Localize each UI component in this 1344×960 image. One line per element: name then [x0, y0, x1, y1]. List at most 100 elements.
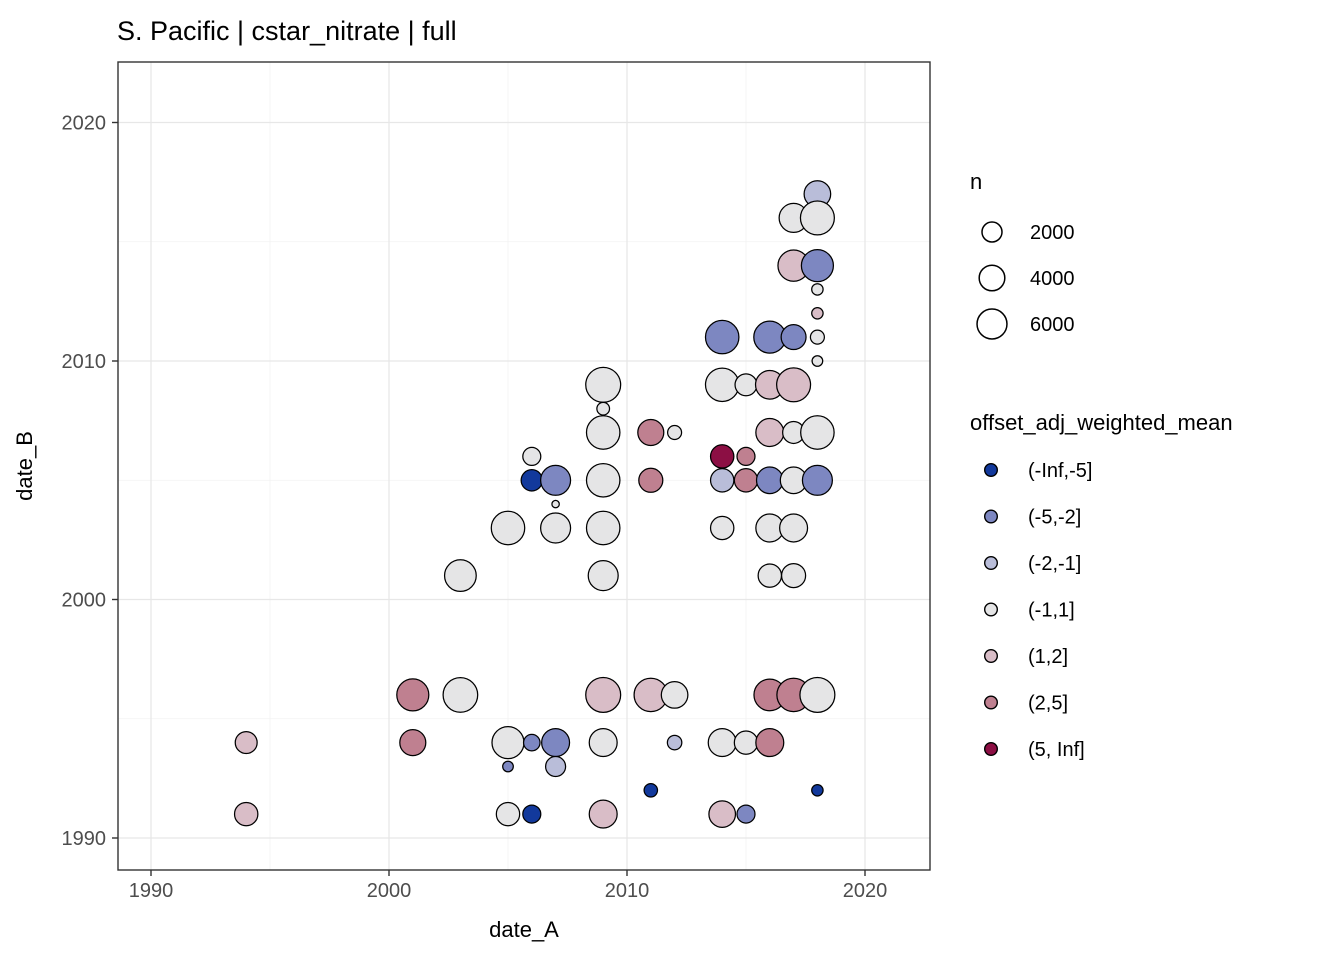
- color-legend-label: (2,5]: [1028, 693, 1068, 715]
- data-point: [587, 560, 619, 592]
- data-point: [780, 562, 807, 589]
- y-tick-label: 2010: [62, 351, 107, 373]
- data-point: [799, 676, 836, 713]
- data-point: [666, 424, 683, 441]
- data-point: [755, 728, 785, 758]
- data-point: [776, 367, 812, 403]
- size-legend-label: 4000: [1030, 268, 1075, 290]
- x-tick-label: 2010: [605, 880, 650, 902]
- data-point: [811, 355, 824, 367]
- data-point: [707, 728, 737, 758]
- data-points: [233, 180, 836, 829]
- data-point: [234, 731, 258, 755]
- data-point: [520, 469, 544, 492]
- data-point: [733, 468, 759, 493]
- data-point: [755, 466, 784, 495]
- data-point: [588, 728, 618, 758]
- data-point: [399, 728, 427, 757]
- data-point: [736, 446, 756, 467]
- data-point: [442, 676, 479, 713]
- data-point: [800, 415, 835, 450]
- data-point: [540, 464, 572, 496]
- y-tick-label: 2020: [62, 113, 107, 135]
- y-tick-label: 1990: [62, 828, 107, 850]
- data-point: [799, 200, 835, 236]
- data-point: [490, 510, 526, 546]
- color-legend-label: (1,2]: [1028, 646, 1068, 668]
- data-point: [637, 418, 665, 447]
- data-point: [809, 329, 826, 345]
- data-point: [596, 401, 611, 416]
- panel-border: [117, 61, 931, 871]
- x-tick-label: 1990: [129, 880, 174, 902]
- color-legend-key: [984, 509, 999, 524]
- data-point: [585, 462, 621, 498]
- size-legend-title: n: [970, 169, 982, 194]
- chart-title: S. Pacific | cstar_nitrate | full: [117, 16, 457, 46]
- data-point: [660, 680, 689, 709]
- data-point: [757, 563, 783, 588]
- data-point: [811, 783, 824, 797]
- data-point: [666, 734, 683, 751]
- color-legend-key: [984, 742, 999, 757]
- data-point: [704, 319, 740, 355]
- size-legend-label: 2000: [1030, 222, 1075, 244]
- color-legend-label: (-1,1]: [1028, 600, 1075, 622]
- size-legend-key: [981, 221, 1003, 243]
- data-point: [551, 499, 560, 509]
- data-point: [801, 464, 833, 496]
- data-point: [709, 444, 735, 469]
- data-point: [585, 366, 622, 403]
- y-axis-title: date_B: [12, 431, 37, 501]
- data-point: [544, 755, 567, 778]
- data-point: [233, 801, 259, 827]
- data-point: [491, 725, 525, 760]
- data-point: [736, 804, 756, 824]
- panel-border-rect: [117, 61, 931, 871]
- size-legend-key: [976, 308, 1008, 340]
- data-point: [811, 283, 824, 296]
- data-point: [780, 324, 807, 351]
- data-point: [522, 804, 542, 824]
- color-legend-title: offset_adj_weighted_mean: [970, 410, 1233, 435]
- data-point: [502, 760, 514, 773]
- size-legend-key: [978, 264, 1006, 292]
- data-point: [522, 733, 541, 752]
- color-legend-key: [984, 602, 999, 617]
- data-point: [709, 468, 735, 493]
- data-point: [704, 367, 740, 403]
- data-point: [396, 678, 430, 712]
- color-legend-label: (-5,-2]: [1028, 507, 1081, 529]
- data-point: [495, 801, 521, 827]
- size-legend: 2000 4000 6000: [976, 221, 1075, 340]
- data-point: [540, 512, 572, 544]
- color-legend-key: [984, 695, 999, 710]
- data-point: [643, 782, 659, 798]
- data-point: [800, 248, 835, 283]
- color-legend-label: (-Inf,-5]: [1028, 460, 1092, 482]
- data-point: [779, 513, 809, 543]
- data-point: [811, 306, 824, 320]
- color-legend-label: (5, Inf]: [1028, 739, 1085, 761]
- data-point: [709, 515, 735, 541]
- data-point: [585, 415, 621, 450]
- data-point: [734, 373, 758, 397]
- x-tick-label: 2000: [367, 880, 412, 902]
- color-legend-key: [984, 649, 999, 664]
- data-point: [638, 467, 664, 493]
- color-legend-label: (-2,-1]: [1028, 553, 1081, 575]
- data-point: [585, 676, 622, 713]
- color-legend-key: [984, 463, 999, 478]
- data-point: [733, 730, 759, 755]
- color-legend-key: [984, 556, 999, 571]
- data-point: [585, 510, 621, 546]
- color-legend: (-Inf,-5] (-5,-2] (-2,-1] (-1,1] (1,2] (2,5] (…: [984, 460, 1092, 761]
- x-tick-label: 2020: [843, 880, 888, 902]
- y-tick-label: 2000: [62, 590, 107, 612]
- data-point: [443, 559, 477, 593]
- x-axis-title: date_A: [489, 917, 559, 942]
- axis-ticks: 1990 2000 2010 2020 1990 2000 2010 2020: [62, 113, 888, 903]
- data-point: [708, 800, 737, 829]
